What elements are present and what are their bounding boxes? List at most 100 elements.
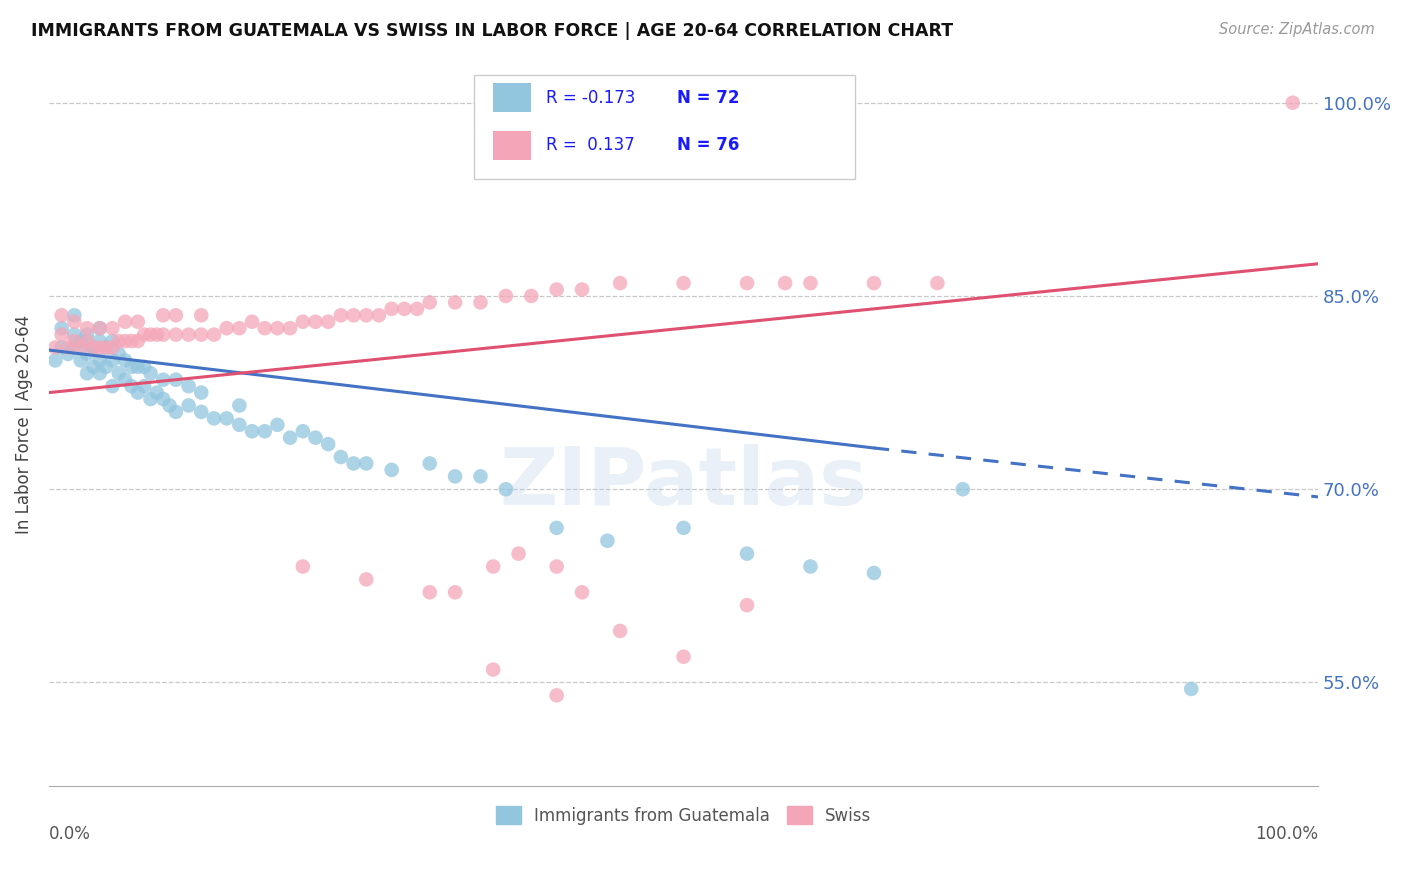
Point: [202, 327, 225, 342]
Point: [101, 341, 124, 355]
Point: [316, 437, 339, 451]
Point: [101, 379, 124, 393]
Point: [127, 334, 149, 348]
Point: [381, 463, 404, 477]
Point: [89, 321, 111, 335]
Point: [278, 431, 301, 445]
Point: [63, 308, 86, 322]
Point: [177, 399, 200, 413]
Point: [927, 276, 949, 290]
Point: [152, 392, 174, 406]
Bar: [494, 131, 531, 160]
Point: [165, 405, 187, 419]
Point: [356, 573, 378, 587]
FancyBboxPatch shape: [474, 75, 855, 179]
Point: [228, 417, 250, 432]
Point: [316, 315, 339, 329]
Point: [177, 327, 200, 342]
Point: [368, 308, 391, 322]
Point: [165, 308, 187, 322]
Point: [495, 482, 517, 496]
Text: Source: ZipAtlas.com: Source: ZipAtlas.com: [1219, 22, 1375, 37]
Point: [94, 359, 117, 374]
Point: [94, 341, 117, 355]
Point: [134, 359, 156, 374]
Point: [107, 334, 129, 348]
Text: ZIPatlas: ZIPatlas: [499, 443, 868, 522]
Point: [672, 276, 695, 290]
Point: [253, 321, 276, 335]
Point: [304, 431, 326, 445]
Point: [165, 327, 187, 342]
Point: [89, 334, 111, 348]
Point: [56, 347, 79, 361]
Point: [89, 353, 111, 368]
Point: [82, 359, 104, 374]
Point: [159, 399, 181, 413]
Point: [215, 411, 238, 425]
Point: [520, 289, 543, 303]
Point: [672, 649, 695, 664]
Y-axis label: In Labor Force | Age 20-64: In Labor Force | Age 20-64: [15, 315, 32, 534]
Point: [304, 315, 326, 329]
Point: [76, 347, 98, 361]
Point: [202, 411, 225, 425]
Text: IMMIGRANTS FROM GUATEMALA VS SWISS IN LABOR FORCE | AGE 20-64 CORRELATION CHART: IMMIGRANTS FROM GUATEMALA VS SWISS IN LA…: [31, 22, 953, 40]
Point: [419, 585, 441, 599]
Point: [114, 334, 136, 348]
Point: [63, 341, 86, 355]
Point: [291, 424, 314, 438]
Text: R =  0.137: R = 0.137: [547, 136, 636, 154]
Point: [152, 373, 174, 387]
Point: [444, 295, 467, 310]
Point: [121, 334, 143, 348]
Point: [609, 276, 631, 290]
Point: [419, 295, 441, 310]
Point: [863, 566, 886, 580]
Point: [190, 405, 212, 419]
Point: [114, 353, 136, 368]
Point: [190, 385, 212, 400]
Point: [51, 308, 73, 322]
Point: [672, 521, 695, 535]
Point: [139, 392, 162, 406]
Point: [51, 327, 73, 342]
Text: N = 76: N = 76: [678, 136, 740, 154]
Point: [139, 366, 162, 380]
Point: [121, 359, 143, 374]
Point: [139, 327, 162, 342]
Point: [863, 276, 886, 290]
Point: [228, 321, 250, 335]
Point: [228, 399, 250, 413]
Point: [76, 327, 98, 342]
Point: [735, 547, 758, 561]
Point: [190, 308, 212, 322]
Point: [381, 301, 404, 316]
Point: [127, 385, 149, 400]
Point: [356, 308, 378, 322]
Point: [342, 457, 364, 471]
Point: [63, 315, 86, 329]
Point: [134, 327, 156, 342]
Point: [240, 424, 263, 438]
Text: N = 72: N = 72: [678, 88, 740, 107]
Point: [101, 321, 124, 335]
Point: [266, 321, 288, 335]
Point: [1281, 95, 1303, 110]
Point: [190, 327, 212, 342]
Point: [356, 457, 378, 471]
Point: [51, 341, 73, 355]
Legend: Immigrants from Guatemala, Swiss: Immigrants from Guatemala, Swiss: [489, 800, 877, 831]
Point: [146, 327, 169, 342]
Point: [76, 366, 98, 380]
Text: R = -0.173: R = -0.173: [547, 88, 636, 107]
Point: [735, 598, 758, 612]
Point: [609, 624, 631, 638]
Point: [146, 385, 169, 400]
Point: [89, 366, 111, 380]
Point: [76, 321, 98, 335]
Point: [114, 373, 136, 387]
Point: [215, 321, 238, 335]
Point: [1180, 681, 1202, 696]
Point: [121, 379, 143, 393]
